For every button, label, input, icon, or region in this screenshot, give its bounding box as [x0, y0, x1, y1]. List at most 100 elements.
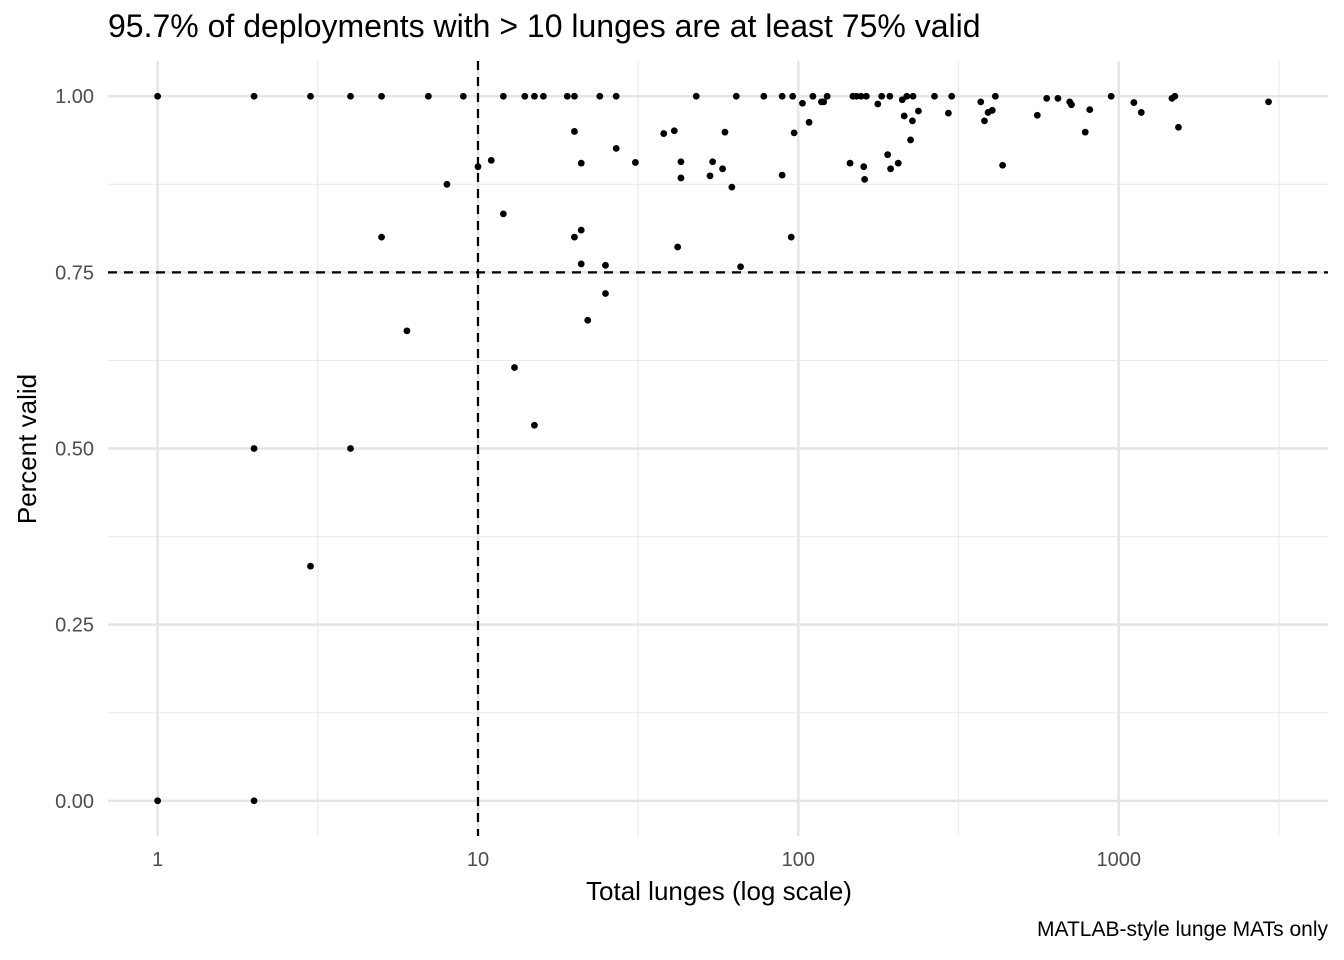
data-point [909, 117, 916, 125]
data-point [948, 92, 956, 100]
data-point [907, 136, 914, 144]
data-point [347, 445, 354, 452]
data-point [846, 159, 854, 167]
data-point [915, 107, 922, 115]
y-tick-label: 0.00 [55, 791, 94, 813]
data-point [981, 117, 988, 125]
data-point [1171, 92, 1179, 100]
data-point [1086, 106, 1094, 114]
data-point [539, 92, 547, 100]
data-point [154, 92, 162, 100]
x-axis-title: Total lunges (log scale) [586, 876, 852, 906]
data-point [250, 445, 258, 452]
data-point [778, 92, 786, 100]
data-point [706, 172, 714, 180]
data-point [602, 261, 609, 269]
data-point [584, 316, 592, 324]
data-point [577, 159, 585, 167]
data-point [660, 130, 668, 137]
data-point [778, 171, 786, 179]
reference-lines [108, 61, 1328, 836]
data-point [571, 128, 578, 135]
data-point [709, 158, 717, 166]
data-point [563, 92, 571, 100]
data-point [250, 797, 258, 805]
data-point [857, 92, 865, 100]
data-point [632, 159, 639, 166]
data-point [612, 92, 620, 100]
data-points [154, 92, 1272, 805]
y-tick-label: 0.75 [55, 262, 94, 284]
data-point [670, 127, 678, 135]
data-point [787, 233, 795, 241]
data-point [378, 92, 385, 100]
data-point [1043, 94, 1051, 102]
data-point [1175, 123, 1182, 131]
data-point [820, 98, 828, 106]
x-tick-label: 1000 [1096, 849, 1141, 871]
data-point [737, 263, 744, 271]
data-point [945, 109, 952, 117]
data-point [823, 92, 831, 100]
data-point [799, 99, 806, 107]
y-axis-ticks: 0.00 0.25 0.50 0.75 1.00 [55, 86, 94, 813]
data-point [805, 118, 813, 126]
data-point [443, 180, 451, 188]
data-point [809, 92, 817, 100]
data-point [719, 165, 726, 173]
data-point [474, 163, 482, 171]
data-point [874, 100, 882, 108]
chart-caption: MATLAB-style lunge MATs only [1037, 918, 1328, 941]
data-point [692, 92, 700, 100]
y-axis-title: Percent valid [12, 374, 42, 524]
data-point [378, 233, 385, 241]
data-point [988, 106, 996, 114]
major-gridlines [108, 61, 1328, 836]
data-point [307, 562, 314, 570]
data-point [521, 92, 529, 100]
data-point [886, 92, 894, 100]
data-point [571, 233, 578, 241]
data-point [1137, 109, 1145, 116]
data-point [999, 161, 1006, 169]
data-point [403, 327, 411, 335]
data-point [790, 129, 798, 137]
data-point [860, 163, 868, 171]
data-point [577, 226, 585, 234]
data-point [677, 158, 685, 166]
data-point [424, 92, 432, 100]
data-point [577, 260, 585, 268]
data-point [884, 151, 892, 159]
data-point [602, 290, 609, 297]
data-point [1068, 101, 1075, 109]
x-tick-label: 10 [467, 849, 489, 871]
data-point [1081, 128, 1089, 136]
data-point [900, 112, 908, 120]
data-point [894, 159, 902, 167]
data-point [154, 797, 162, 805]
data-point [612, 144, 620, 152]
data-point [732, 92, 740, 100]
data-point [789, 92, 797, 100]
data-point [977, 98, 985, 106]
data-point [531, 421, 538, 429]
data-point [931, 92, 938, 100]
data-point [909, 92, 917, 100]
data-point [347, 92, 354, 100]
data-point [511, 364, 518, 371]
x-axis-ticks: 1 10 100 1000 [152, 849, 1141, 871]
data-point [499, 210, 507, 218]
y-tick-label: 1.00 [55, 86, 94, 108]
data-point [862, 92, 870, 100]
data-point [728, 183, 736, 191]
data-point [1054, 94, 1062, 102]
data-point [674, 243, 682, 251]
x-tick-label: 1 [152, 849, 163, 871]
data-point [991, 92, 999, 100]
data-point [499, 92, 507, 100]
data-point [721, 128, 729, 136]
data-point [487, 156, 495, 164]
x-tick-label: 100 [782, 849, 815, 871]
data-point [596, 92, 604, 100]
